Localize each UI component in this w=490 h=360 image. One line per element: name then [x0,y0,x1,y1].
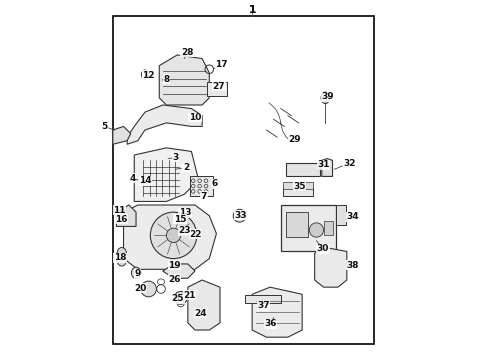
Ellipse shape [309,223,323,237]
Bar [323,221,333,235]
Text: 33: 33 [234,211,246,220]
Text: 30: 30 [317,244,329,253]
Polygon shape [252,287,302,337]
Text: 5: 5 [101,122,107,131]
Text: 27: 27 [213,82,225,91]
Text: 15: 15 [174,215,186,224]
Text: 21: 21 [183,291,196,300]
Ellipse shape [233,209,246,222]
Polygon shape [315,248,347,287]
Text: 4: 4 [129,174,136,183]
Text: 13: 13 [179,208,191,217]
Ellipse shape [131,267,141,279]
Text: 22: 22 [190,230,202,239]
Text: 32: 32 [343,159,356,168]
Text: 6: 6 [212,179,218,188]
Bar [190,176,213,196]
Text: 35: 35 [293,182,306,191]
Text: 28: 28 [181,48,194,57]
Bar [336,205,346,225]
Text: 19: 19 [168,261,181,270]
Ellipse shape [141,281,156,297]
Text: 14: 14 [139,176,152,185]
Text: 37: 37 [257,301,270,310]
Text: 10: 10 [189,113,201,122]
Ellipse shape [321,92,330,104]
Text: 36: 36 [265,319,277,328]
Polygon shape [134,148,198,202]
Text: 17: 17 [216,60,228,69]
Text: 31: 31 [318,161,330,170]
Text: 3: 3 [172,153,178,162]
Text: 38: 38 [346,261,359,270]
Text: 11: 11 [113,206,125,215]
Polygon shape [188,280,220,330]
Text: 1: 1 [248,5,256,15]
Polygon shape [163,264,195,278]
Text: 29: 29 [288,135,300,144]
Bar [113,16,373,344]
Text: 23: 23 [178,226,191,235]
Bar [283,182,313,189]
Bar [283,187,313,196]
Text: 39: 39 [321,92,334,101]
Text: 12: 12 [142,71,155,80]
Polygon shape [117,205,136,226]
Bar [245,296,281,303]
Polygon shape [322,158,333,176]
Text: 16: 16 [116,215,128,224]
Text: 7: 7 [201,192,207,201]
Polygon shape [159,55,209,105]
Text: 20: 20 [134,284,147,293]
Text: 26: 26 [168,275,180,284]
Text: 25: 25 [172,294,184,303]
Bar [286,212,308,237]
Text: 9: 9 [135,269,141,278]
Ellipse shape [167,228,181,243]
Ellipse shape [150,212,197,258]
Ellipse shape [117,248,126,259]
Text: 8: 8 [163,75,170,84]
Bar [207,82,227,96]
Ellipse shape [174,292,187,304]
Text: 18: 18 [114,253,126,262]
Polygon shape [123,205,217,269]
Polygon shape [113,126,131,144]
Text: 1: 1 [248,5,256,15]
Ellipse shape [117,255,126,266]
Text: 24: 24 [194,309,207,318]
Text: 34: 34 [346,212,359,221]
Bar [286,163,320,176]
Polygon shape [127,105,202,144]
Bar [115,208,123,214]
Bar [281,205,336,251]
Text: 2: 2 [183,163,189,172]
